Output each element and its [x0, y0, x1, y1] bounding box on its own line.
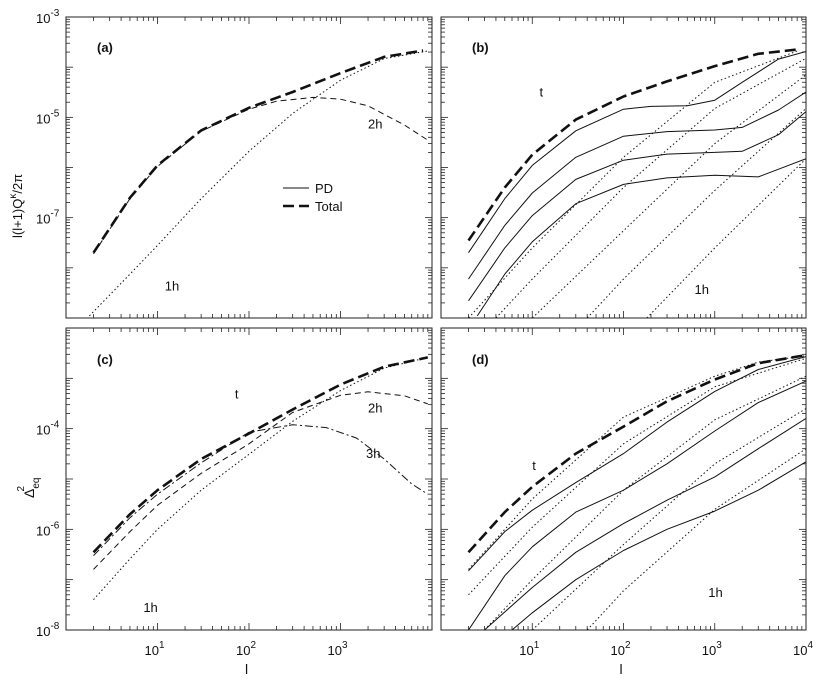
x-tick-base: 10 — [328, 643, 342, 658]
y-label-sup: 2 — [16, 486, 27, 492]
series-line-dashed — [93, 391, 428, 570]
series-line-solid — [468, 111, 806, 302]
series-line-dashed — [93, 96, 429, 255]
annotation-label: 1h — [708, 585, 722, 600]
y-axis-label-top: l(l+1)Qκ/2π — [8, 174, 25, 238]
series-line-dotted — [484, 375, 806, 630]
series-line-thick-dashed — [467, 48, 798, 242]
x-tick-base: 10 — [145, 643, 159, 658]
annotation-label: 1h — [143, 600, 157, 615]
series-line-dashdot — [93, 424, 429, 557]
y-tick-base: 10 — [36, 523, 50, 538]
y-tick-label: 10-8 — [36, 621, 60, 639]
x-tick-label: 101 — [519, 640, 539, 658]
x-axis-label: l — [245, 661, 248, 677]
plot-frame — [65, 327, 433, 631]
x-axis-label: l — [620, 661, 623, 677]
y-tick-label: 10-4 — [36, 420, 60, 438]
series-line-dotted — [531, 74, 806, 318]
series-line-dotted — [586, 108, 806, 318]
x-tick-label: 103 — [328, 640, 348, 658]
panel-label: (d) — [472, 352, 489, 367]
annotation-label: 3h — [366, 446, 380, 461]
x-tick-exp: 1 — [534, 640, 540, 651]
x-tick-label: 104 — [793, 640, 813, 658]
y-label-tail: /2π — [10, 174, 25, 194]
plot-frame — [440, 16, 807, 319]
y-tick-base: 10 — [36, 11, 50, 26]
x-tick-exp: 2 — [250, 640, 256, 651]
x-tick-base: 10 — [236, 643, 250, 658]
series-line-dotted — [468, 357, 806, 596]
annotation-label: t — [539, 85, 543, 100]
y-tick-exp: -8 — [50, 621, 59, 632]
x-tick-exp: 2 — [625, 640, 631, 651]
legend-label: PD — [315, 181, 333, 196]
y-tick-base: 10 — [36, 111, 50, 126]
annotation-label: 1h — [165, 279, 179, 294]
annotation-label: 1h — [695, 282, 709, 297]
y-tick-exp: -4 — [50, 420, 59, 431]
x-tick-base: 10 — [611, 643, 625, 658]
annotation-label: t — [532, 458, 536, 473]
series-line-dotted — [93, 356, 428, 601]
y-label-sup: κ — [8, 193, 19, 199]
series-line-dotted — [531, 408, 806, 630]
series-line-solid — [468, 51, 806, 253]
x-tick-exp: 3 — [342, 640, 348, 651]
y-tick-label: 10-5 — [36, 108, 60, 126]
x-tick-exp: 4 — [807, 640, 813, 651]
y-tick-exp: -5 — [50, 108, 59, 119]
x-tick-label: 102 — [611, 640, 631, 658]
y-tick-label: 10-6 — [36, 520, 60, 538]
series-line-dotted — [586, 448, 806, 630]
plot-frame — [65, 16, 433, 319]
panel-label: (b) — [472, 40, 489, 55]
x-tick-exp: 3 — [716, 640, 722, 651]
y-tick-label: 10-7 — [36, 209, 60, 227]
chart-panel-b: (b) t 1h — [440, 16, 807, 319]
panel-label: (a) — [97, 40, 113, 55]
y-tick-exp: -6 — [50, 520, 59, 531]
panel-label: (c) — [97, 352, 113, 367]
series-line-dotted — [646, 158, 806, 318]
x-tick-label: 103 — [702, 640, 722, 658]
y-label-main: Δ — [21, 489, 37, 498]
x-tick-label: 102 — [236, 640, 256, 658]
annotation-label: t — [235, 386, 239, 401]
y-tick-exp: -3 — [50, 8, 59, 19]
y-tick-exp: -7 — [50, 209, 59, 220]
series-line-dotted — [468, 355, 806, 570]
series-line-solid — [468, 91, 806, 280]
legend-label: Total — [315, 199, 343, 214]
x-tick-base: 10 — [702, 643, 716, 658]
series-line-dotted — [468, 50, 798, 318]
y-tick-base: 10 — [36, 212, 50, 227]
series-line-solid — [511, 461, 806, 630]
series-line-solid — [484, 417, 806, 630]
x-tick-base: 10 — [793, 643, 807, 658]
y-tick-base: 10 — [36, 624, 50, 639]
y-tick-label: 10-3 — [36, 8, 60, 26]
x-tick-base: 10 — [519, 643, 533, 658]
series-line-thick-dashed — [467, 353, 806, 554]
series-line-dotted — [89, 50, 428, 317]
series-line-thick-dashed — [92, 356, 429, 554]
y-tick-base: 10 — [36, 423, 50, 438]
series-line-thick-dashed — [92, 49, 424, 254]
annotation-label: 2h — [368, 400, 382, 415]
y-axis-label-bottom: Δeq 2 — [16, 478, 42, 498]
y-label-sub: eq — [31, 478, 42, 489]
series-line-solid — [476, 158, 806, 317]
series-line-solid — [468, 356, 806, 572]
plot-frame — [440, 327, 807, 631]
x-tick-exp: 1 — [159, 640, 165, 651]
annotation-label: 2h — [368, 116, 382, 131]
x-tick-label: 101 — [145, 640, 165, 658]
y-label-main: l(l+1)Q — [10, 199, 25, 238]
